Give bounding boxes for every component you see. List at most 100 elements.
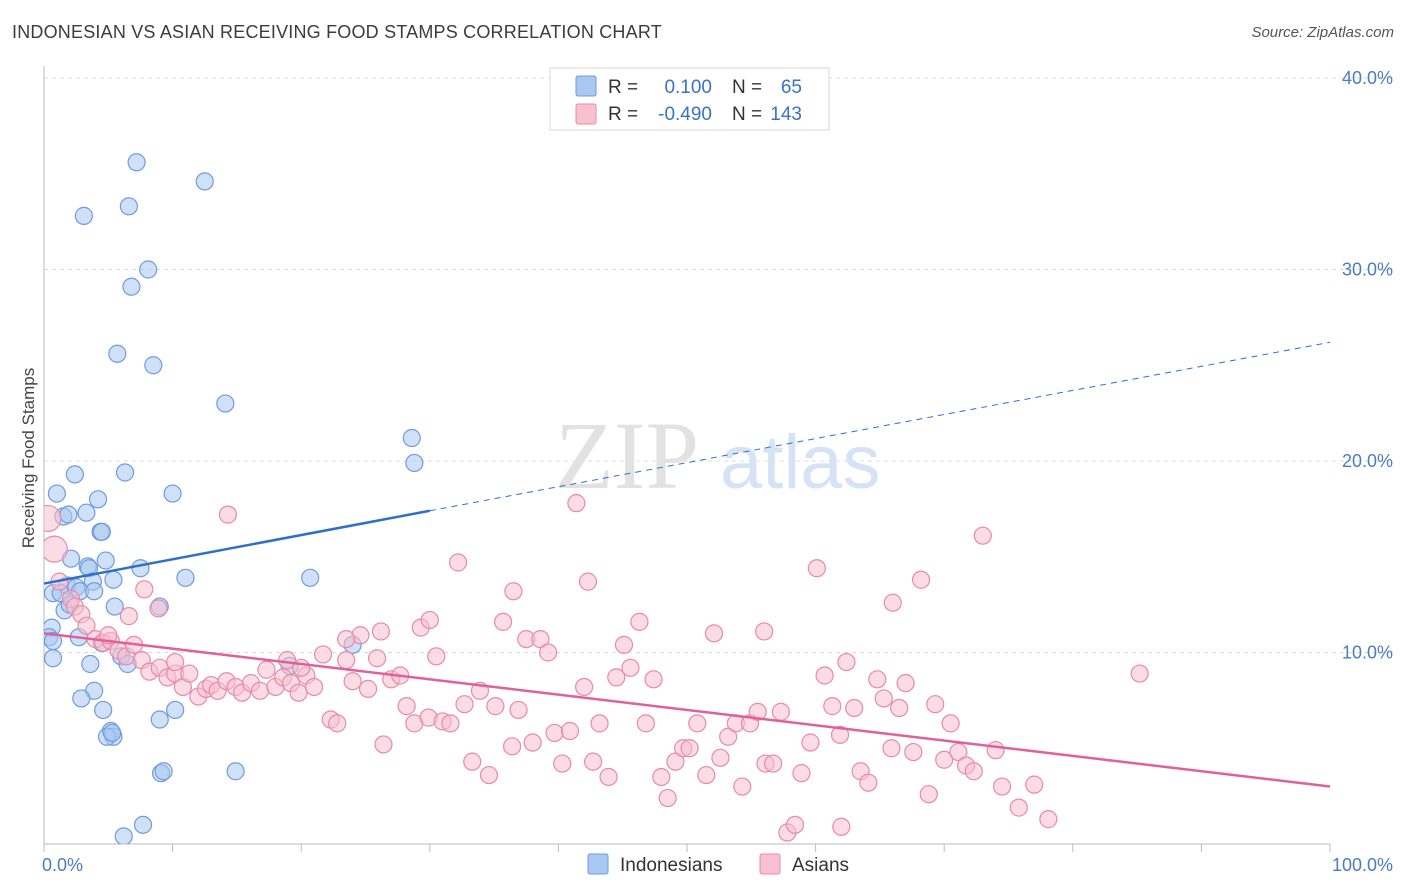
legend-n-value: 65 (781, 77, 802, 98)
asian-point (448, 553, 468, 572)
bottom-legend-swatch-asians (759, 853, 781, 875)
asian-point (964, 762, 983, 781)
asian-point (607, 668, 626, 687)
legend-n-label: N = (732, 104, 762, 125)
asian-point (479, 765, 499, 785)
asian-point (801, 733, 820, 752)
asian-point (621, 658, 640, 677)
asian-point (874, 689, 893, 708)
indonesian-point (94, 700, 113, 720)
indonesian-point (150, 710, 169, 729)
asian-point (257, 660, 276, 679)
asian-point (832, 817, 851, 836)
asian-trend-line (43, 632, 1331, 788)
asian-point (823, 697, 842, 716)
legend-n-label: N = (732, 77, 762, 98)
asian-point (367, 649, 387, 668)
indonesian-point (405, 453, 424, 473)
asian-point (748, 702, 767, 721)
legend-swatch-asians (575, 103, 597, 125)
indonesian-point (115, 463, 135, 482)
asian-point (119, 607, 138, 626)
asian-point (575, 677, 594, 697)
asian-point (711, 748, 730, 767)
legend-r-label: R = (608, 104, 638, 125)
asian-point (830, 725, 850, 744)
legend-r-value: -0.490 (658, 104, 712, 125)
indonesian-point (105, 597, 124, 616)
indonesian-point (47, 484, 66, 503)
asian-point (599, 767, 618, 787)
asian-point (149, 599, 168, 618)
indonesian-point (59, 505, 78, 524)
y-tick-label: 10.0% (1342, 643, 1393, 663)
indonesian-point (144, 356, 163, 375)
asian-point (719, 727, 738, 746)
asian-point (337, 629, 356, 649)
trend-lines (43, 341, 1331, 788)
asian-point (166, 652, 185, 672)
asian-point (697, 765, 716, 785)
asian-point (652, 767, 671, 787)
indonesian-trend-line (43, 509, 431, 585)
asian-point (815, 666, 834, 685)
asian-point (44, 504, 62, 533)
asian-point (304, 677, 324, 697)
asian-point (904, 742, 923, 762)
asian-point (374, 735, 393, 754)
asian-point (343, 672, 362, 691)
asian-point (883, 593, 902, 612)
indonesian-point (226, 762, 245, 781)
asian-point (292, 658, 311, 677)
indonesian-point (77, 503, 96, 522)
asian-point (455, 695, 474, 714)
asian-point (771, 702, 790, 721)
asian-point (397, 697, 416, 716)
indonesian-point (119, 197, 138, 216)
indonesian-point (88, 490, 108, 509)
asian-point (785, 815, 805, 834)
asian-point (560, 721, 580, 741)
asian-point (935, 750, 954, 769)
asian-point (911, 570, 931, 589)
asian-point (523, 733, 542, 752)
indonesian-point (176, 568, 195, 587)
asian-point (1009, 798, 1028, 817)
chart-title: INDONESIAN VS ASIAN RECEIVING FOOD STAMP… (12, 22, 662, 42)
asian-point (503, 737, 522, 756)
indonesian-point (72, 689, 91, 708)
asian-point (44, 535, 68, 563)
indonesian-trend-projection (429, 341, 1331, 512)
asian-point (504, 582, 523, 601)
asian-point (578, 572, 598, 591)
legend-r-label: R = (608, 77, 638, 98)
asian-point (567, 494, 586, 513)
legend-r-value: 0.100 (664, 77, 712, 98)
asian-point (337, 651, 356, 670)
indonesian-point (108, 344, 127, 363)
indonesian-point (44, 649, 63, 668)
asian-point (890, 698, 909, 718)
indonesian-point (301, 568, 320, 587)
x-tick-label-max: 100.0% (1332, 855, 1393, 875)
asian-point (1130, 664, 1149, 683)
legend: R = 0.100 N = 65 R = -0.490 N = 143 (549, 67, 830, 131)
asian-point (658, 788, 677, 808)
asian-point (837, 652, 856, 672)
y-tick-labels: 10.0% 20.0% 30.0% 40.0% (1342, 68, 1393, 663)
asian-point (882, 739, 901, 758)
indonesian-point (166, 700, 185, 720)
indonesian-point (96, 551, 115, 570)
indonesian-point (133, 815, 153, 834)
y-tick-label: 20.0% (1342, 451, 1393, 471)
asian-point (992, 777, 1012, 796)
asian-point (630, 612, 649, 631)
asian-point (792, 764, 811, 783)
asian-point (420, 610, 439, 630)
asian-point (644, 670, 663, 689)
indonesian-point (402, 428, 421, 448)
indonesian-point (103, 723, 122, 743)
indonesian-point (139, 260, 158, 279)
asian-point (289, 683, 308, 702)
indonesian-point (74, 206, 93, 225)
